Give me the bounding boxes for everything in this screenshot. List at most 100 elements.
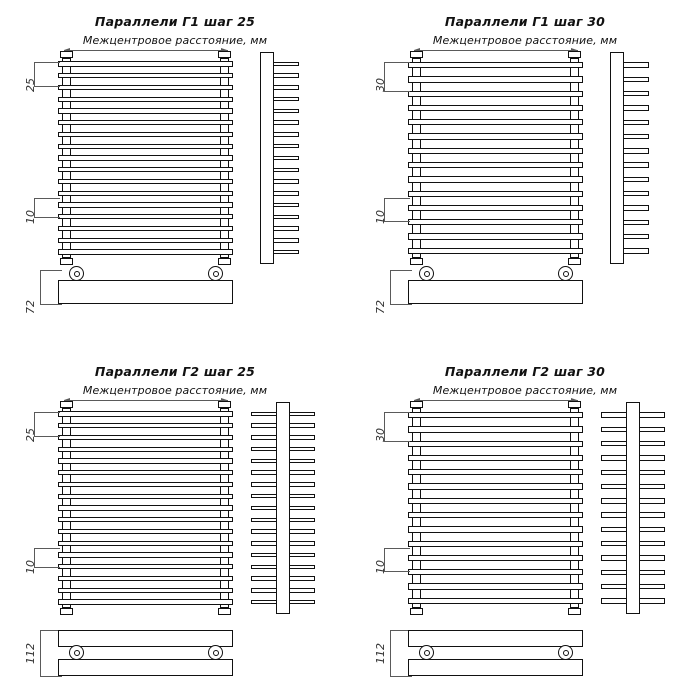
heating-bar [408, 540, 583, 547]
side-view-fin-right [639, 555, 665, 561]
bottom-view-body [58, 280, 233, 304]
side-view-fin-right [289, 494, 315, 499]
connection-port-inner [212, 649, 219, 656]
heating-bar [408, 147, 583, 155]
depth-dimension-label: 112 [24, 643, 37, 664]
panel-subtitle: Межцентровое расстояние, мм [432, 384, 618, 397]
side-view-fin-right [289, 423, 315, 428]
connection-port-inner [423, 270, 430, 277]
side-view-fin-right [273, 155, 299, 161]
side-view-fin-left [601, 583, 627, 590]
heating-bar [58, 178, 233, 185]
panel-subtitle: Межцентровое расстояние, мм [82, 34, 268, 47]
heating-bar [58, 587, 233, 593]
side-view-fin-left [251, 482, 277, 487]
bottom-view-body [408, 280, 583, 304]
heating-bar [408, 247, 583, 255]
panel-title: Параллели Г2 шаг 25 [94, 364, 256, 379]
side-view-fin-right [639, 583, 665, 590]
collector-nub-right [218, 258, 231, 265]
bottom-view-body-lower [408, 659, 583, 676]
side-view-fin-right [273, 61, 299, 67]
pitch-ext-bottom [384, 440, 410, 442]
heating-bar [408, 469, 583, 476]
bar-height-dimension-label: 10 [374, 560, 387, 574]
side-view-fin-right [289, 564, 315, 570]
side-view-fin-left [251, 564, 277, 570]
heating-bar [408, 497, 583, 505]
side-view-fin-right [639, 455, 665, 461]
side-view-fin-right [623, 133, 649, 140]
heating-bar [408, 597, 583, 605]
depth-dimension-label: 72 [24, 300, 37, 314]
side-view-fin-left [601, 512, 627, 518]
bar-height-dim-line [34, 548, 35, 567]
connection-port-inner [73, 649, 80, 656]
connection-port [69, 266, 84, 281]
side-view-fin-left [251, 541, 277, 546]
collector-nub-left [410, 51, 423, 58]
side-view-fin-right [273, 179, 299, 184]
heating-bar [58, 84, 233, 91]
side-view-fin-right [289, 482, 315, 487]
heating-bar [408, 204, 583, 212]
depth-dimension-label: 72 [374, 300, 387, 314]
side-view-fin-right [289, 505, 315, 511]
side-view-fin-right [639, 498, 665, 504]
side-view-fin-right [639, 526, 665, 533]
side-view-fin-right [623, 105, 649, 111]
heating-bar [58, 599, 233, 605]
pitch-ext-top [384, 62, 410, 63]
front-view [408, 401, 583, 615]
pitch-ext-bottom [34, 435, 60, 437]
side-view-fin-left [251, 435, 277, 440]
panel-title: Параллели Г1 шаг 30 [444, 14, 606, 29]
side-view-fin-right [639, 426, 665, 433]
side-view-fin-left [251, 411, 277, 417]
side-view-fin-right [623, 76, 649, 83]
side-view-fin-right [623, 248, 649, 254]
side-view-spine [610, 52, 624, 264]
side-view-fin-right [273, 226, 299, 231]
heating-bar [408, 411, 583, 419]
heating-bar [58, 61, 233, 67]
overall-dimension-line [64, 50, 227, 51]
connection-port-inner [562, 270, 569, 277]
heating-bar [408, 554, 583, 562]
side-view-fin-right [289, 552, 315, 558]
bar-height-dimension-label: 10 [374, 210, 387, 224]
depth-dim-line [390, 630, 391, 676]
side-view-spine [626, 402, 640, 614]
dimension-arrow-left [64, 398, 70, 402]
side-view [258, 52, 338, 264]
side-view-fin-left [601, 598, 627, 604]
collector-nub-right [218, 401, 231, 408]
side-view [251, 402, 332, 614]
side-view-fin-left [251, 576, 277, 581]
heating-bar [408, 219, 583, 226]
side-view-fin-left [601, 526, 627, 533]
side-view-fin-right [273, 238, 299, 243]
collector-nub-right [568, 401, 581, 408]
bar-height-ext-top [34, 548, 60, 549]
depth-ext-top [40, 270, 62, 271]
panel-g2-step25: Параллели Г2 шаг 25 Межцентровое расстоян… [0, 350, 350, 700]
side-view-fin-right [289, 599, 315, 605]
side-view-fin-right [289, 517, 315, 522]
heating-bar [58, 481, 233, 488]
side-view-fin-left [251, 458, 277, 464]
bar-height-ext-bottom [34, 216, 60, 218]
heating-bar [408, 454, 583, 462]
side-view-fin-right [639, 483, 665, 490]
side-view-fin-left [601, 498, 627, 504]
dimension-arrow-right [571, 48, 577, 52]
depth-ext-bottom [40, 304, 62, 305]
collector-nub-left [60, 608, 73, 615]
side-view-fin-right [623, 119, 649, 125]
collector-nub-right [568, 51, 581, 58]
heating-bar [408, 569, 583, 576]
heating-bar [58, 423, 233, 429]
heating-bar [58, 131, 233, 138]
side-view-fin-right [273, 108, 299, 114]
